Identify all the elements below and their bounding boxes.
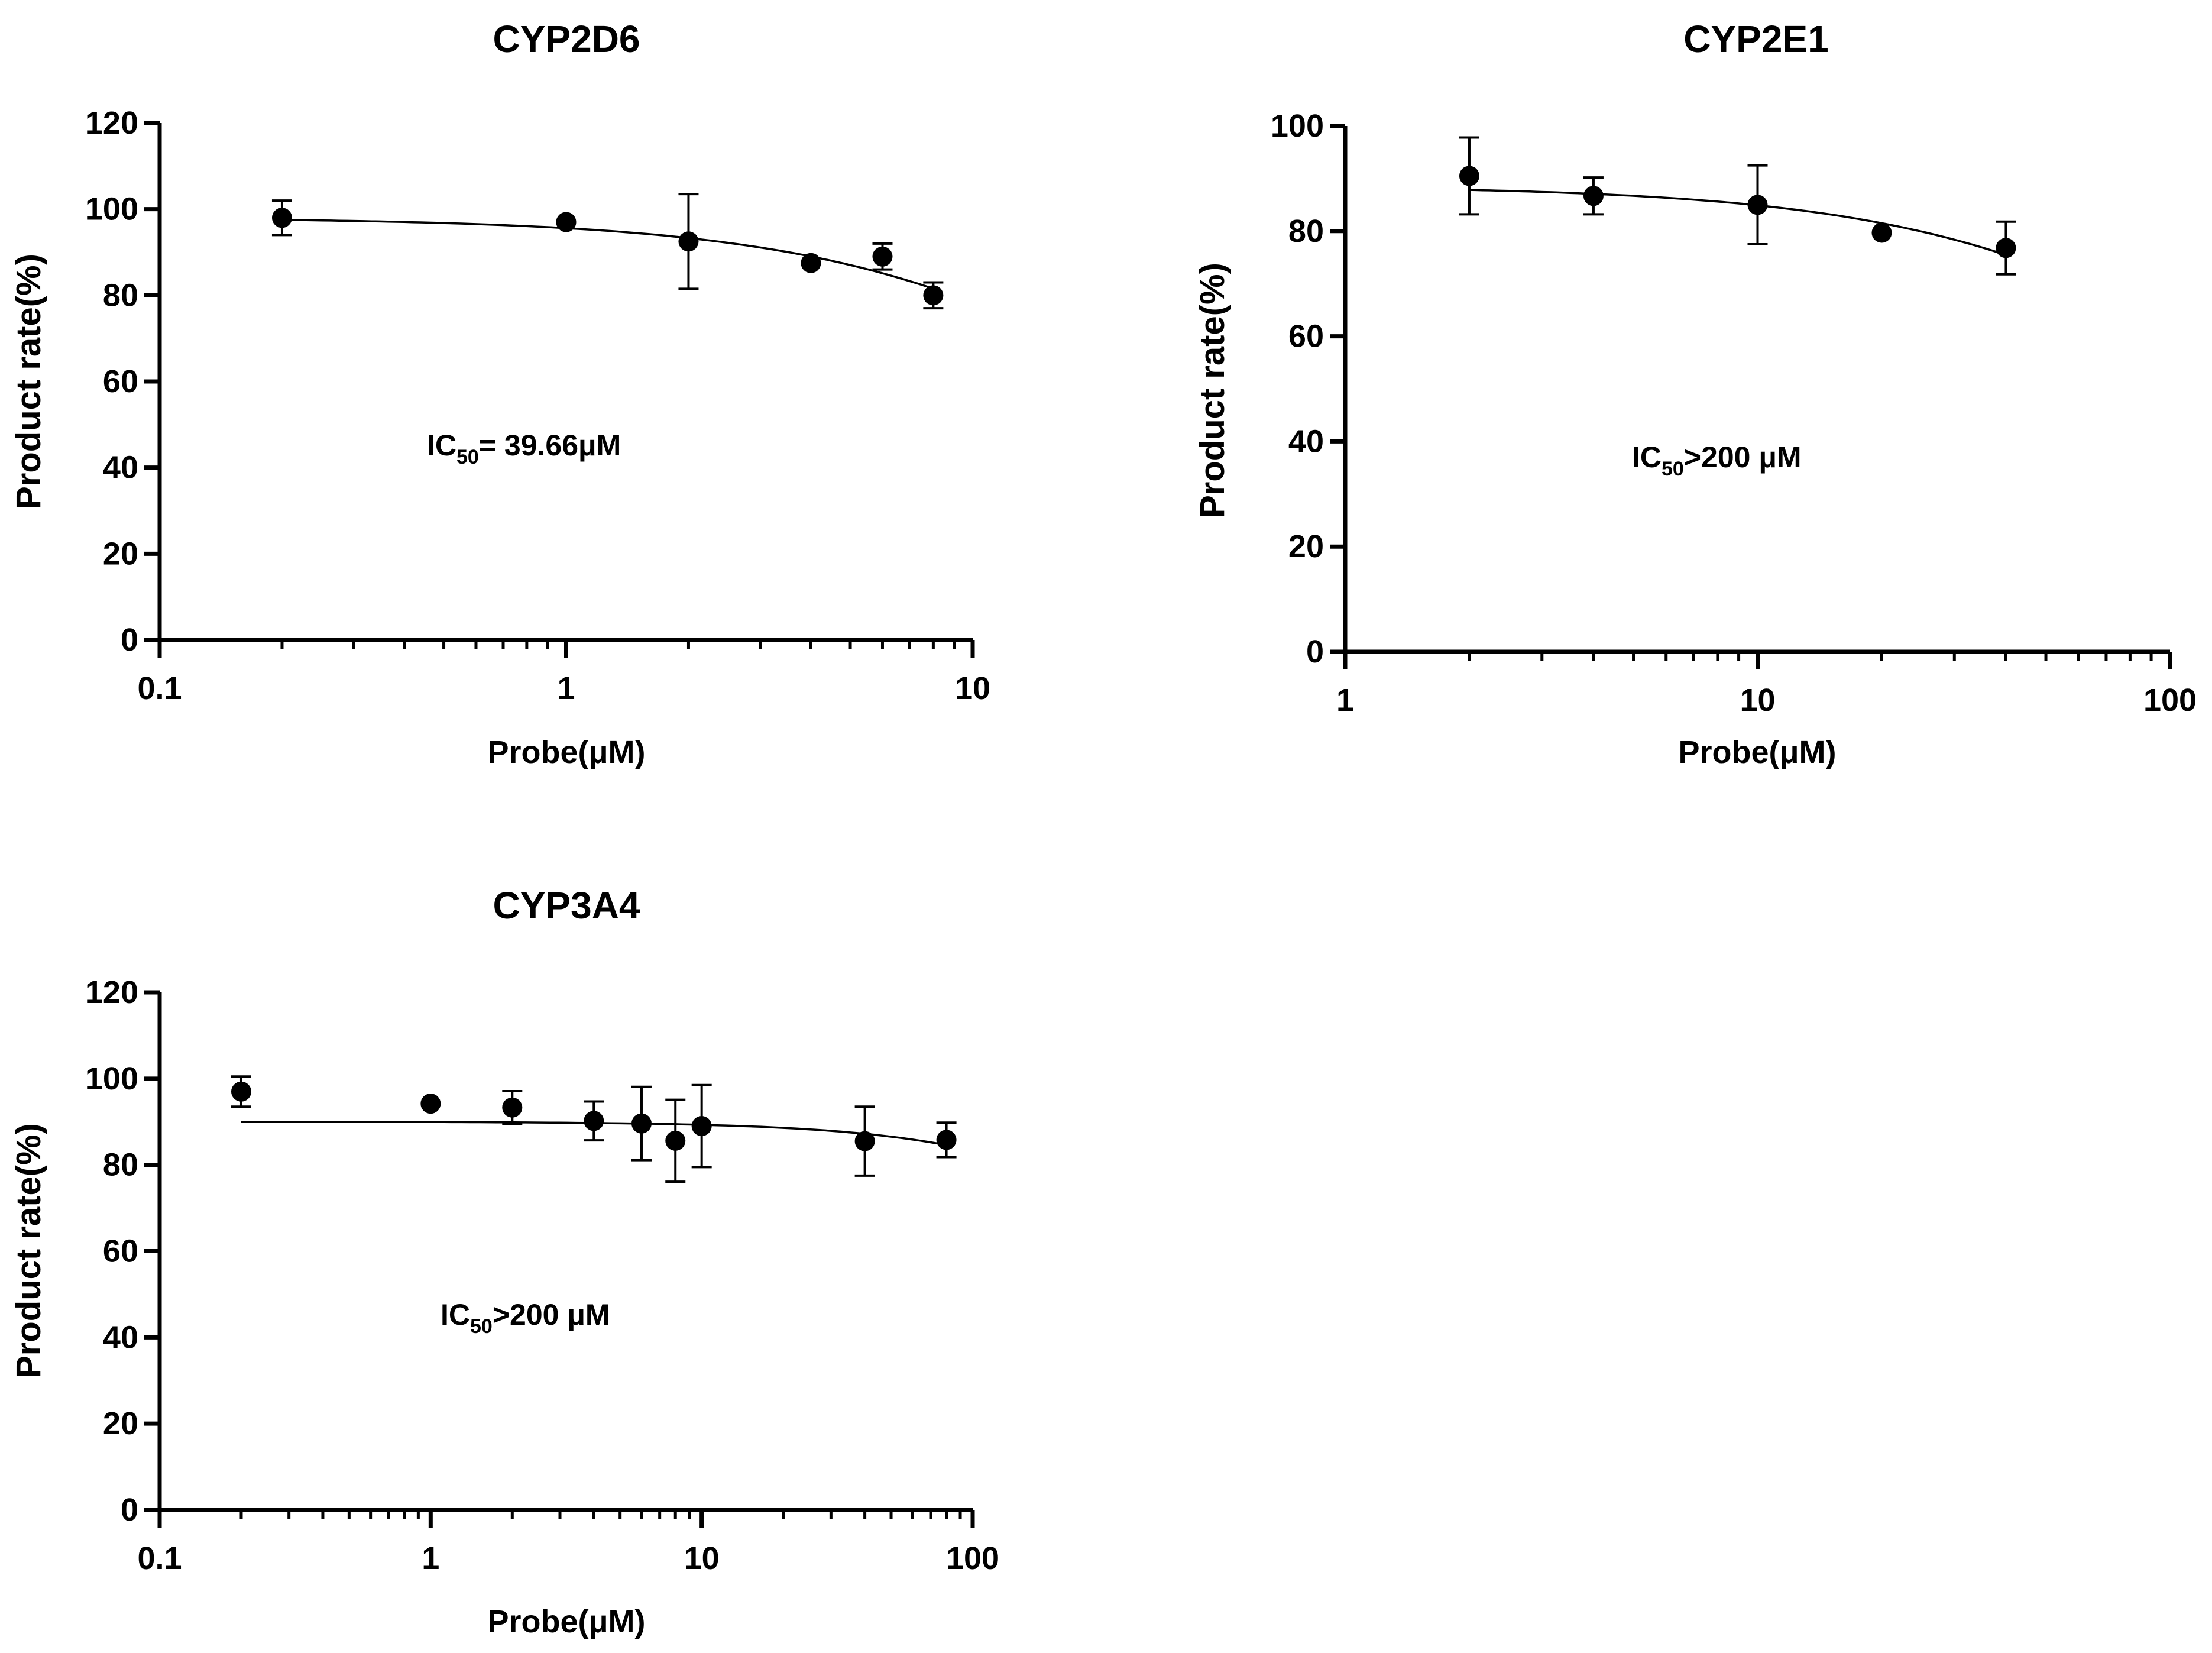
x-tick-label: 100 (2143, 682, 2197, 718)
x-tick-label: 10 (1740, 682, 1775, 718)
y-tick-label: 0 (1306, 634, 1324, 669)
x-tick-label: 100 (946, 1541, 999, 1576)
data-point (1583, 186, 1604, 206)
y-tick-label: 100 (85, 192, 138, 227)
data-point (872, 246, 893, 267)
x-axis-label: Probe(μM) (487, 1604, 645, 1639)
plot-area: 0 20 40 60 80 100 120 0.1 1 10 100 (85, 975, 999, 1576)
data-point (631, 1113, 652, 1134)
y-axis-label: Product rate(%) (1193, 263, 1232, 518)
fit-curve (1469, 189, 2006, 256)
ic50-annotation: IC50>200 μM (1632, 441, 1802, 480)
chart-title: CYP2D6 (493, 18, 640, 60)
x-tick-label: 0.1 (137, 1541, 182, 1576)
y-tick-label: 80 (103, 1147, 138, 1183)
data-point (691, 1116, 712, 1137)
y-tick-label: 40 (103, 1319, 138, 1355)
x-tick-label: 0.1 (137, 671, 182, 706)
data-point (271, 208, 292, 228)
panel-cyp2e1: CYP2E1 Product rate(%) Probe(μM) IC50>20… (1193, 18, 2197, 770)
y-tick-label: 0 (121, 1492, 138, 1528)
data-point (923, 285, 944, 306)
y-tick-label: 0 (121, 622, 138, 658)
y-tick-label: 120 (85, 105, 138, 141)
fit-curve (281, 219, 934, 290)
data-point (556, 212, 577, 232)
panel-cyp2d6: CYP2D6 Product rate(%) Probe(μM) IC50= 3… (9, 18, 990, 770)
y-tick-label: 40 (103, 450, 138, 486)
x-tick-label: 10 (955, 671, 990, 706)
x-axis-label: Probe(μM) (1678, 735, 1836, 770)
data-point (420, 1094, 441, 1114)
y-tick-label: 100 (85, 1061, 138, 1096)
y-tick-label: 20 (103, 536, 138, 571)
data-point (854, 1131, 875, 1151)
x-tick-label: 1 (422, 1541, 439, 1576)
y-axis-label: Product rate(%) (9, 1123, 48, 1379)
chart-title: CYP3A4 (493, 884, 640, 927)
y-tick-label: 80 (103, 277, 138, 313)
data-point (1871, 222, 1892, 243)
y-tick-label: 60 (1288, 319, 1324, 354)
data-point (1747, 195, 1768, 215)
chart-title: CYP2E1 (1683, 18, 1828, 60)
y-tick-label: 100 (1271, 108, 1324, 144)
data-point (1996, 238, 2016, 258)
x-tick-label: 10 (684, 1541, 720, 1576)
data-point (801, 253, 821, 273)
y-tick-label: 40 (1288, 423, 1324, 459)
x-axis-label: Probe(μM) (487, 735, 645, 770)
y-tick-label: 120 (85, 975, 138, 1010)
ic50-annotation: IC50>200 μM (441, 1298, 610, 1338)
panel-cyp3a4: CYP3A4 Product rate(%) Probe(μM) IC50>20… (9, 884, 999, 1639)
data-point (584, 1111, 604, 1131)
y-tick-label: 20 (103, 1406, 138, 1441)
data-point (231, 1081, 251, 1102)
plot-area: 0 20 40 60 80 100 1 10 100 (1271, 108, 2197, 718)
data-point (1459, 166, 1479, 186)
x-tick-label: 1 (557, 671, 575, 706)
y-tick-label: 20 (1288, 529, 1324, 564)
y-axis-label: Product rate(%) (9, 254, 48, 509)
y-tick-label: 60 (103, 364, 138, 399)
plot-area: 0 20 40 60 80 100 120 0.1 1 10 (85, 105, 990, 706)
y-tick-label: 80 (1288, 214, 1324, 249)
x-tick-label: 1 (1336, 682, 1354, 718)
data-point (502, 1097, 523, 1118)
data-point (665, 1130, 686, 1151)
data-point (936, 1130, 957, 1150)
y-tick-label: 60 (103, 1234, 138, 1269)
ic50-annotation: IC50= 39.66μM (427, 429, 621, 468)
data-point (678, 231, 699, 252)
